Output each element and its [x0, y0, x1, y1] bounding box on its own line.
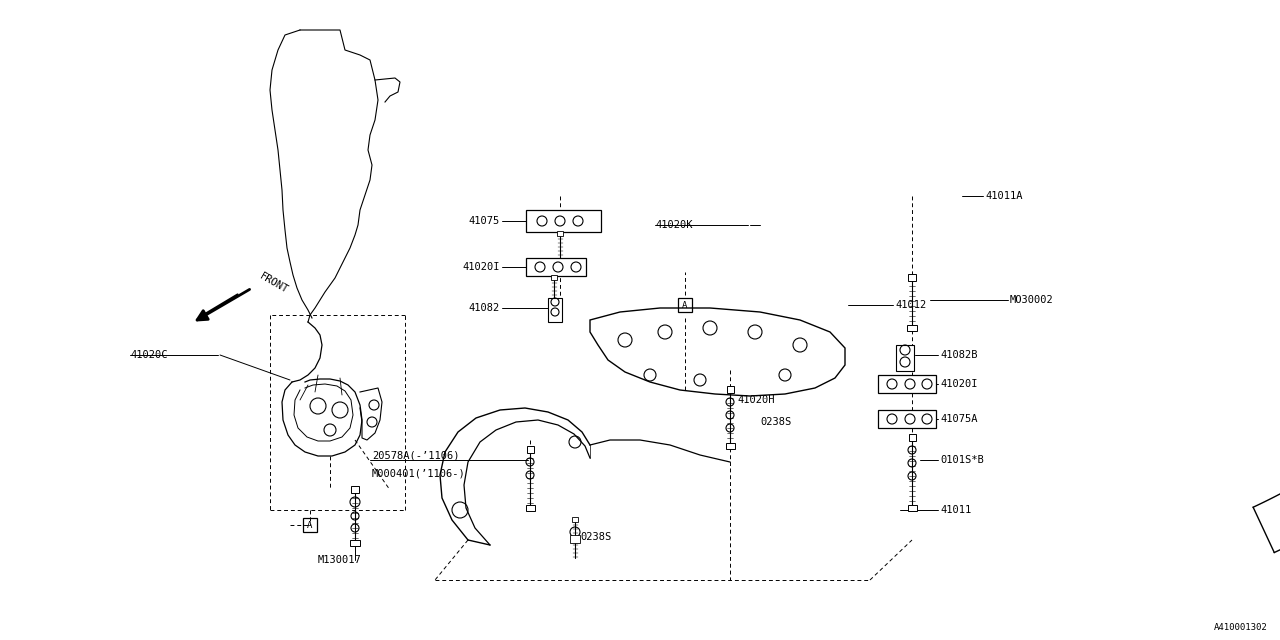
Bar [548, 298, 562, 322]
Polygon shape [590, 308, 845, 396]
Text: 41011: 41011 [940, 505, 972, 515]
Text: 0238S: 0238S [760, 417, 791, 427]
Text: FRONT: FRONT [259, 271, 291, 295]
Text: 41020I: 41020I [462, 262, 500, 272]
Bar [351, 486, 358, 493]
Bar [550, 275, 557, 280]
Text: A: A [682, 301, 687, 310]
Bar [878, 375, 936, 393]
Bar [570, 535, 580, 543]
Text: 41012: 41012 [895, 300, 927, 310]
Bar [526, 505, 535, 511]
Bar [908, 325, 916, 331]
Text: 41020I: 41020I [940, 379, 978, 389]
Bar [726, 443, 735, 449]
Bar [896, 345, 914, 371]
Bar [526, 258, 586, 276]
Bar [908, 274, 916, 281]
Text: 0238S: 0238S [580, 532, 612, 542]
Text: A: A [307, 520, 312, 529]
Text: 41020C: 41020C [131, 350, 168, 360]
Bar [572, 517, 579, 522]
Bar [526, 446, 534, 453]
Text: 41082: 41082 [468, 303, 500, 313]
Bar [557, 231, 563, 236]
Bar [303, 518, 317, 532]
Text: 41020K: 41020K [655, 220, 692, 230]
Text: A410001302: A410001302 [1215, 623, 1268, 632]
Text: 41082B: 41082B [940, 350, 978, 360]
Bar [727, 386, 733, 393]
Text: 41075: 41075 [468, 216, 500, 226]
Text: 41020H: 41020H [737, 395, 774, 405]
Bar [908, 505, 916, 511]
Bar [349, 540, 360, 546]
Text: M130017: M130017 [317, 555, 362, 565]
Text: 20578A(-’1106): 20578A(-’1106) [372, 450, 460, 460]
Text: 0101S*B: 0101S*B [940, 455, 984, 465]
Bar [909, 434, 915, 441]
Bar [878, 410, 936, 428]
Text: 41075A: 41075A [940, 414, 978, 424]
Text: M000401(’1106-): M000401(’1106-) [372, 468, 466, 478]
Text: 41011A: 41011A [986, 191, 1023, 201]
Bar [526, 210, 602, 232]
Text: MO30002: MO30002 [1010, 295, 1053, 305]
Bar [678, 298, 692, 312]
